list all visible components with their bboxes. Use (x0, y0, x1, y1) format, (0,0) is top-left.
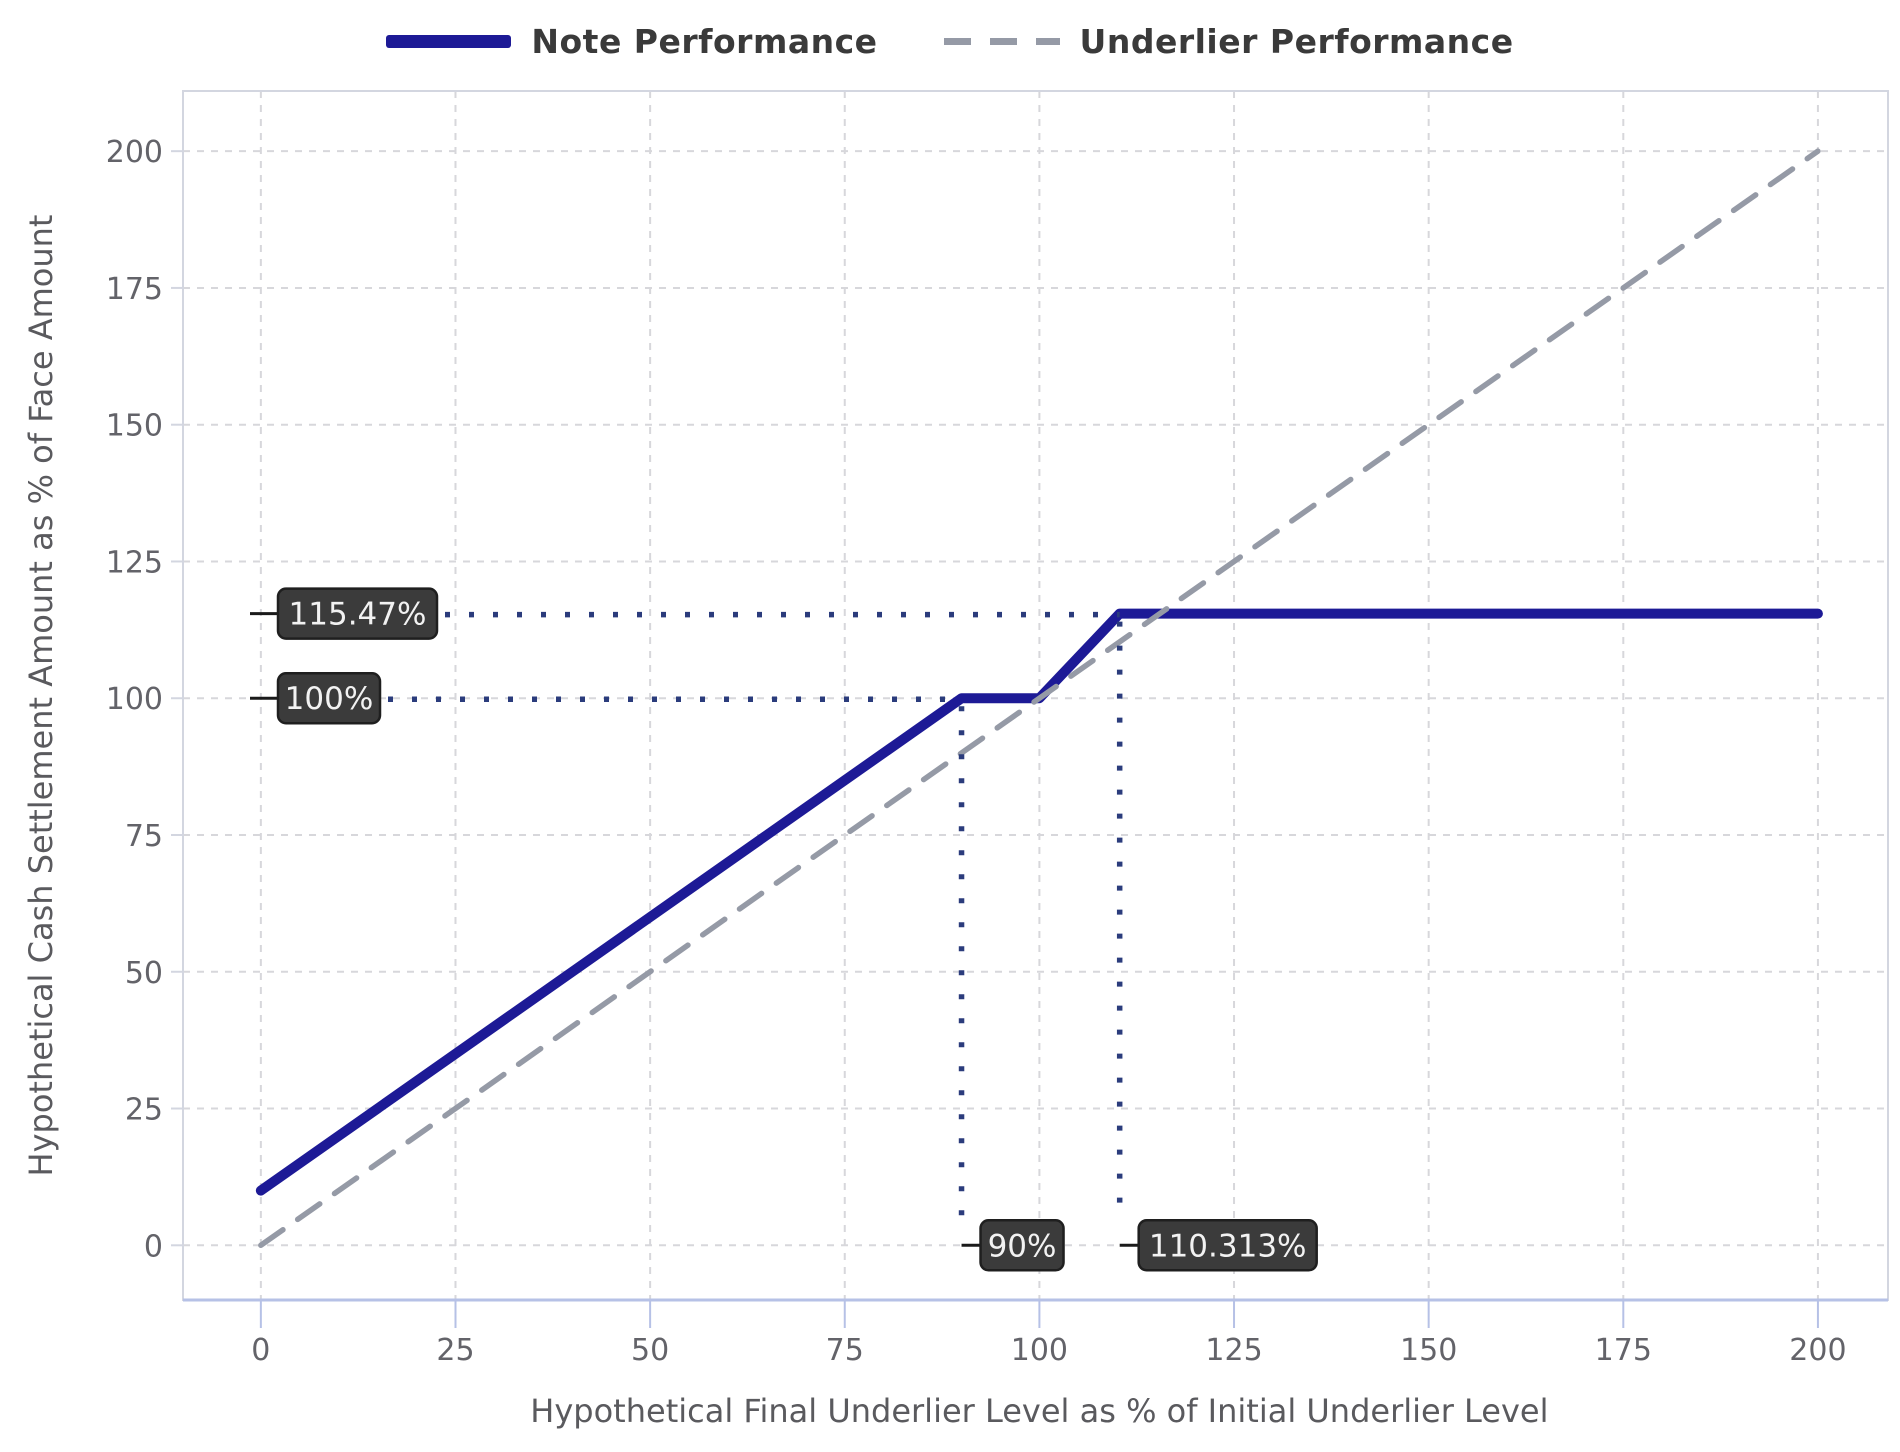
y-tick-label: 150 (106, 409, 163, 444)
y-tick-label: 100 (106, 682, 163, 717)
chart-legend: Note Performance Underlier Performance (0, 22, 1900, 61)
note-performance-swatch (386, 35, 512, 48)
x-axis: 0 25 50 75 100 125 150 175 200 (251, 1300, 1847, 1368)
y-tick-label: 50 (125, 956, 163, 991)
x-tick-label: 0 (251, 1333, 270, 1368)
callout-box (1137, 1219, 1318, 1272)
x-axis-title: Hypothetical Final Underlier Level as % … (530, 1392, 1548, 1430)
callout-text: 90% (988, 1228, 1057, 1264)
x-tick-label: 125 (1205, 1333, 1262, 1368)
y-axis-title: Hypothetical Cash Settlement Amount as %… (22, 215, 60, 1177)
x-tick-label: 25 (436, 1333, 474, 1368)
x-tick-label: 50 (631, 1333, 669, 1368)
callout-box (276, 587, 439, 640)
legend-item-note-performance[interactable]: Note Performance (386, 22, 877, 61)
x-callout-90: 90% (979, 1219, 1065, 1272)
underlier-performance-line (258, 148, 1821, 1249)
y-tick-label: 175 (106, 272, 163, 307)
x-tick-label: 200 (1789, 1333, 1846, 1368)
callout-box (979, 1219, 1065, 1272)
legend-label: Underlier Performance (1079, 22, 1514, 61)
y-tick-label: 0 (144, 1229, 163, 1264)
y-tick-label: 75 (125, 819, 163, 854)
x-tick-label: 75 (826, 1333, 864, 1368)
y-axis: 0 25 50 75 100 125 150 175 200 (106, 135, 183, 1264)
y-callout-100: 100% (276, 671, 382, 725)
y-callout-115.47: 115.47% (276, 587, 439, 640)
callout-text: 100% (285, 681, 374, 717)
x-callout-110.313: 110.313% (1137, 1219, 1318, 1272)
y-tick-label: 25 (125, 1093, 163, 1128)
x-tick-label: 100 (1011, 1333, 1068, 1368)
x-tick-label: 175 (1595, 1333, 1652, 1368)
legend-item-underlier-performance[interactable]: Underlier Performance (943, 22, 1514, 61)
underlier-performance-swatch (943, 38, 1060, 45)
y-tick-label: 200 (106, 135, 163, 170)
y-tick-label: 125 (106, 545, 163, 580)
callout-text: 110.313% (1149, 1228, 1307, 1264)
legend-label: Note Performance (531, 22, 878, 61)
x-tick-label: 150 (1400, 1333, 1457, 1368)
callout-box (276, 671, 382, 725)
callout-text: 115.47% (289, 597, 427, 633)
